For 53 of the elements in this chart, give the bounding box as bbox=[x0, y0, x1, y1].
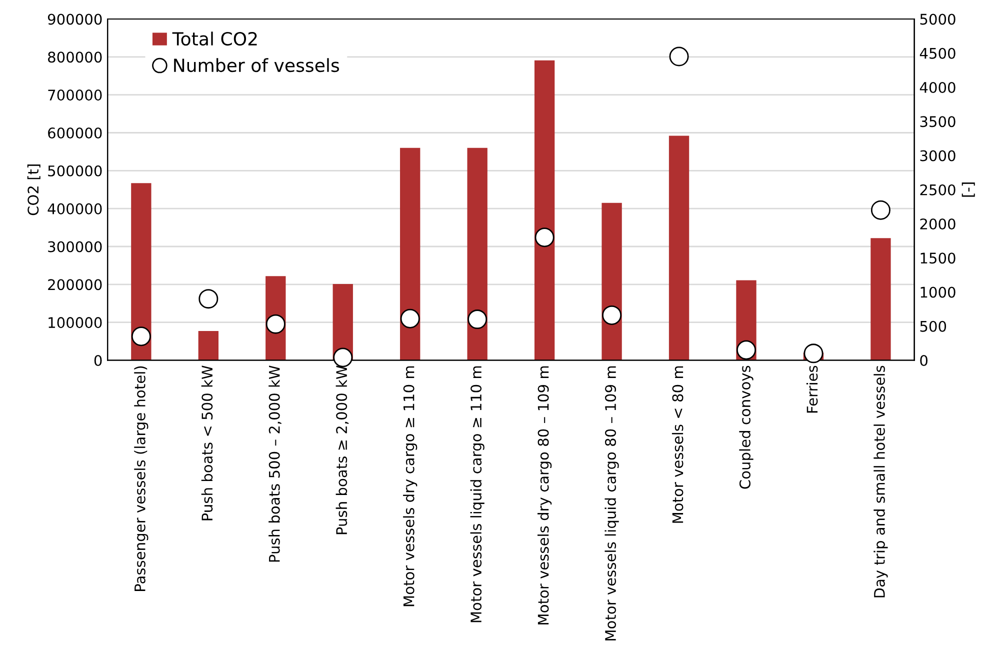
point bbox=[736, 340, 756, 360]
point bbox=[602, 305, 622, 325]
x-tick-label: Passenger vessels (large hotel) bbox=[134, 366, 148, 591]
x-tick-label: Day trip and small hotel vessels bbox=[874, 366, 888, 598]
legend-label: Total CO2 bbox=[172, 32, 257, 46]
bar bbox=[668, 136, 690, 360]
y2-axis-title: [-] bbox=[962, 182, 975, 197]
bar bbox=[602, 202, 622, 360]
y2-tick-label: 4000 bbox=[920, 82, 956, 93]
y-tick-label: 100000 bbox=[48, 317, 102, 328]
y2-tick-label: 3500 bbox=[920, 116, 956, 128]
x-tick-label: Push boats ≥ 2,000 kW bbox=[336, 366, 349, 534]
y2-tick-label: 3000 bbox=[920, 150, 956, 162]
x-tick-label: Motor vessels dry cargo 80 – 109 m bbox=[538, 366, 552, 624]
y-tick-label: 600000 bbox=[48, 127, 102, 138]
x-tick-label: Push boats 500 – 2,000 kW bbox=[268, 366, 282, 562]
y-tick-label: 900000 bbox=[48, 14, 102, 25]
y-axis-title: CO2 [t] bbox=[27, 164, 40, 216]
x-tick-label: Push boats < 500 kW bbox=[201, 366, 213, 520]
y2-tick-label: 5000 bbox=[920, 14, 956, 25]
y2-tick-label: 1000 bbox=[920, 286, 956, 298]
bar bbox=[198, 331, 218, 360]
y2-tick-label: 4500 bbox=[920, 48, 956, 59]
y-tick-label: 0 bbox=[94, 354, 102, 366]
bar bbox=[400, 148, 420, 360]
bar bbox=[870, 238, 891, 360]
y2-tick-label: 2000 bbox=[920, 218, 956, 230]
y2-tick-label: 2500 bbox=[920, 184, 956, 196]
y-tick-label: 800000 bbox=[48, 52, 102, 63]
y2-tick-label: 1500 bbox=[920, 252, 956, 264]
point bbox=[468, 310, 488, 330]
bar bbox=[467, 148, 488, 360]
y2-tick-label: 0 bbox=[920, 354, 928, 366]
point bbox=[333, 348, 353, 368]
y2-tick-label: 500 bbox=[920, 320, 946, 332]
point bbox=[266, 314, 286, 334]
point bbox=[534, 228, 554, 248]
point bbox=[131, 326, 151, 346]
y-tick-label: 500000 bbox=[48, 165, 102, 176]
legend-label: Number of vessels bbox=[174, 58, 340, 72]
point bbox=[400, 308, 420, 328]
bar bbox=[534, 60, 555, 360]
x-tick-label: Coupled convoys bbox=[739, 366, 754, 489]
x-tick-label: Motor vessels dry cargo ≥ 110 m bbox=[403, 366, 418, 606]
x-tick-label: Ferries bbox=[806, 366, 818, 413]
y-tick-label: 300000 bbox=[48, 241, 102, 252]
y-tick-label: 400000 bbox=[48, 203, 102, 214]
y-tick-label: 700000 bbox=[48, 90, 102, 101]
x-tick-label: Motor vessels liquid cargo ≥ 110 m bbox=[470, 366, 484, 622]
x-tick-label: Motor vessels < 80 m bbox=[672, 366, 684, 523]
bar bbox=[131, 183, 152, 360]
x-tick-label: Motor vessels liquid cargo 80 – 109 m bbox=[604, 366, 619, 640]
y-tick-label: 200000 bbox=[48, 279, 102, 290]
